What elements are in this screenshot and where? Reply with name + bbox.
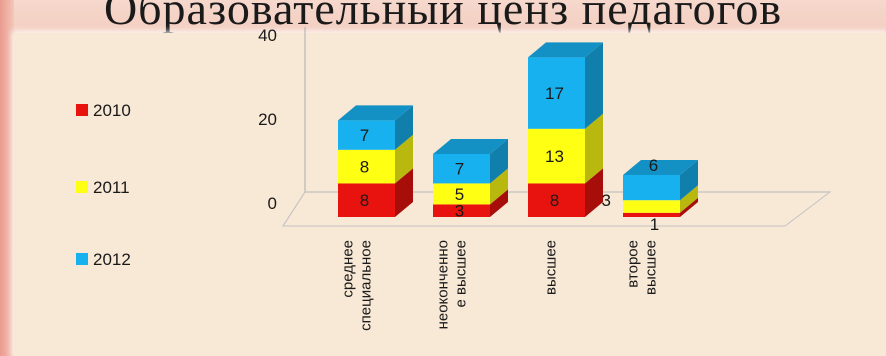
legend-label: 2012 xyxy=(93,250,131,269)
data-label: 3 xyxy=(455,202,464,221)
legend-swatch xyxy=(76,104,88,116)
bar-segment-top xyxy=(338,105,413,121)
x-tick-label-line: неоконченно xyxy=(435,240,452,329)
bar-stack: 1 3 6 xyxy=(602,156,698,234)
bar-segment-front xyxy=(433,154,490,184)
data-label: 3 xyxy=(602,191,611,210)
bar-segment-top xyxy=(623,160,698,175)
bar-segment-side xyxy=(490,189,508,217)
bar-segment-side xyxy=(585,113,603,184)
bar-segment-front xyxy=(528,183,585,217)
bar-stack: 35 7 xyxy=(433,139,508,221)
data-label: 1 xyxy=(650,215,659,234)
bar-segment-front xyxy=(623,212,680,217)
y-tick-label: 40 xyxy=(258,26,277,45)
legend-label: 2010 xyxy=(93,101,131,120)
bar-stack: 8 13 17 xyxy=(528,42,603,217)
data-label: 8 xyxy=(550,191,559,210)
data-label: 7 xyxy=(455,160,464,179)
x-tick-label: второевысшее xyxy=(625,240,660,295)
legend-swatch xyxy=(76,253,88,265)
x-tick-label-line: высшее xyxy=(643,240,660,295)
legend-label: 2011 xyxy=(93,178,130,197)
data-label: 13 xyxy=(545,147,564,166)
x-tick-label-line: е высшее xyxy=(453,240,470,307)
legend-item: 2010 xyxy=(76,101,131,120)
bar-segment-side xyxy=(490,168,508,205)
slide-title: Образовательный ценз педагогов xyxy=(103,0,783,34)
bar-segment-side xyxy=(680,160,698,201)
data-label: 17 xyxy=(545,84,564,103)
bar-segment-side xyxy=(680,197,698,217)
bar-stack: 8 8 7 xyxy=(338,105,413,217)
legend: 2010 2011 2012 xyxy=(76,101,131,269)
bar-segment-front xyxy=(338,183,395,217)
x-tick-label-line: высшее xyxy=(543,240,560,295)
data-label: 5 xyxy=(455,185,464,204)
title-strip: Образовательный ценз педагогов xyxy=(0,0,886,36)
legend-swatch xyxy=(76,181,88,193)
bar-segment-front xyxy=(623,200,680,213)
bar-segment-side xyxy=(395,105,413,150)
y-tick-label: 0 xyxy=(268,194,277,213)
bar-segment-front xyxy=(528,128,585,184)
y-tick-label: 20 xyxy=(258,110,277,129)
bar-segment-front xyxy=(528,57,585,129)
bar-segment-front xyxy=(338,120,395,150)
legend-item: 2011 xyxy=(76,178,130,197)
bar-segment-side xyxy=(395,168,413,217)
bar-segment-top xyxy=(528,42,603,58)
x-tick-label: среднееспециальное xyxy=(340,240,375,331)
x-axis-labels: среднееспециальное неоконченное высшее выс… xyxy=(340,240,660,331)
data-label: 8 xyxy=(360,191,369,210)
bar-segment-front xyxy=(623,175,680,201)
x-tick-label: неоконченное высшее xyxy=(435,240,470,329)
bar-segment-side xyxy=(490,139,508,184)
bar-segment-front xyxy=(338,149,395,184)
data-label: 8 xyxy=(360,158,369,177)
x-tick-label-line: специальное xyxy=(358,240,375,331)
data-label: 6 xyxy=(649,156,658,175)
bar-segment-front xyxy=(433,204,490,217)
bar-segment-side xyxy=(585,42,603,129)
bar-segment-front xyxy=(433,183,490,205)
bar-segment-side xyxy=(680,185,698,213)
x-tick-label-line: среднее xyxy=(340,240,357,298)
bar-segment-top xyxy=(433,139,508,154)
x-tick-label: высшее xyxy=(543,240,560,295)
y-axis: 0 20 40 xyxy=(258,26,277,213)
floor-left-edge xyxy=(282,191,306,227)
left-edge-decoration xyxy=(0,0,14,356)
bar-segment-side xyxy=(585,168,603,217)
data-label: 7 xyxy=(360,126,369,145)
legend-item: 2012 xyxy=(76,250,131,269)
x-tick-label-line: второе xyxy=(625,240,642,288)
bar-segment-side xyxy=(395,134,413,184)
